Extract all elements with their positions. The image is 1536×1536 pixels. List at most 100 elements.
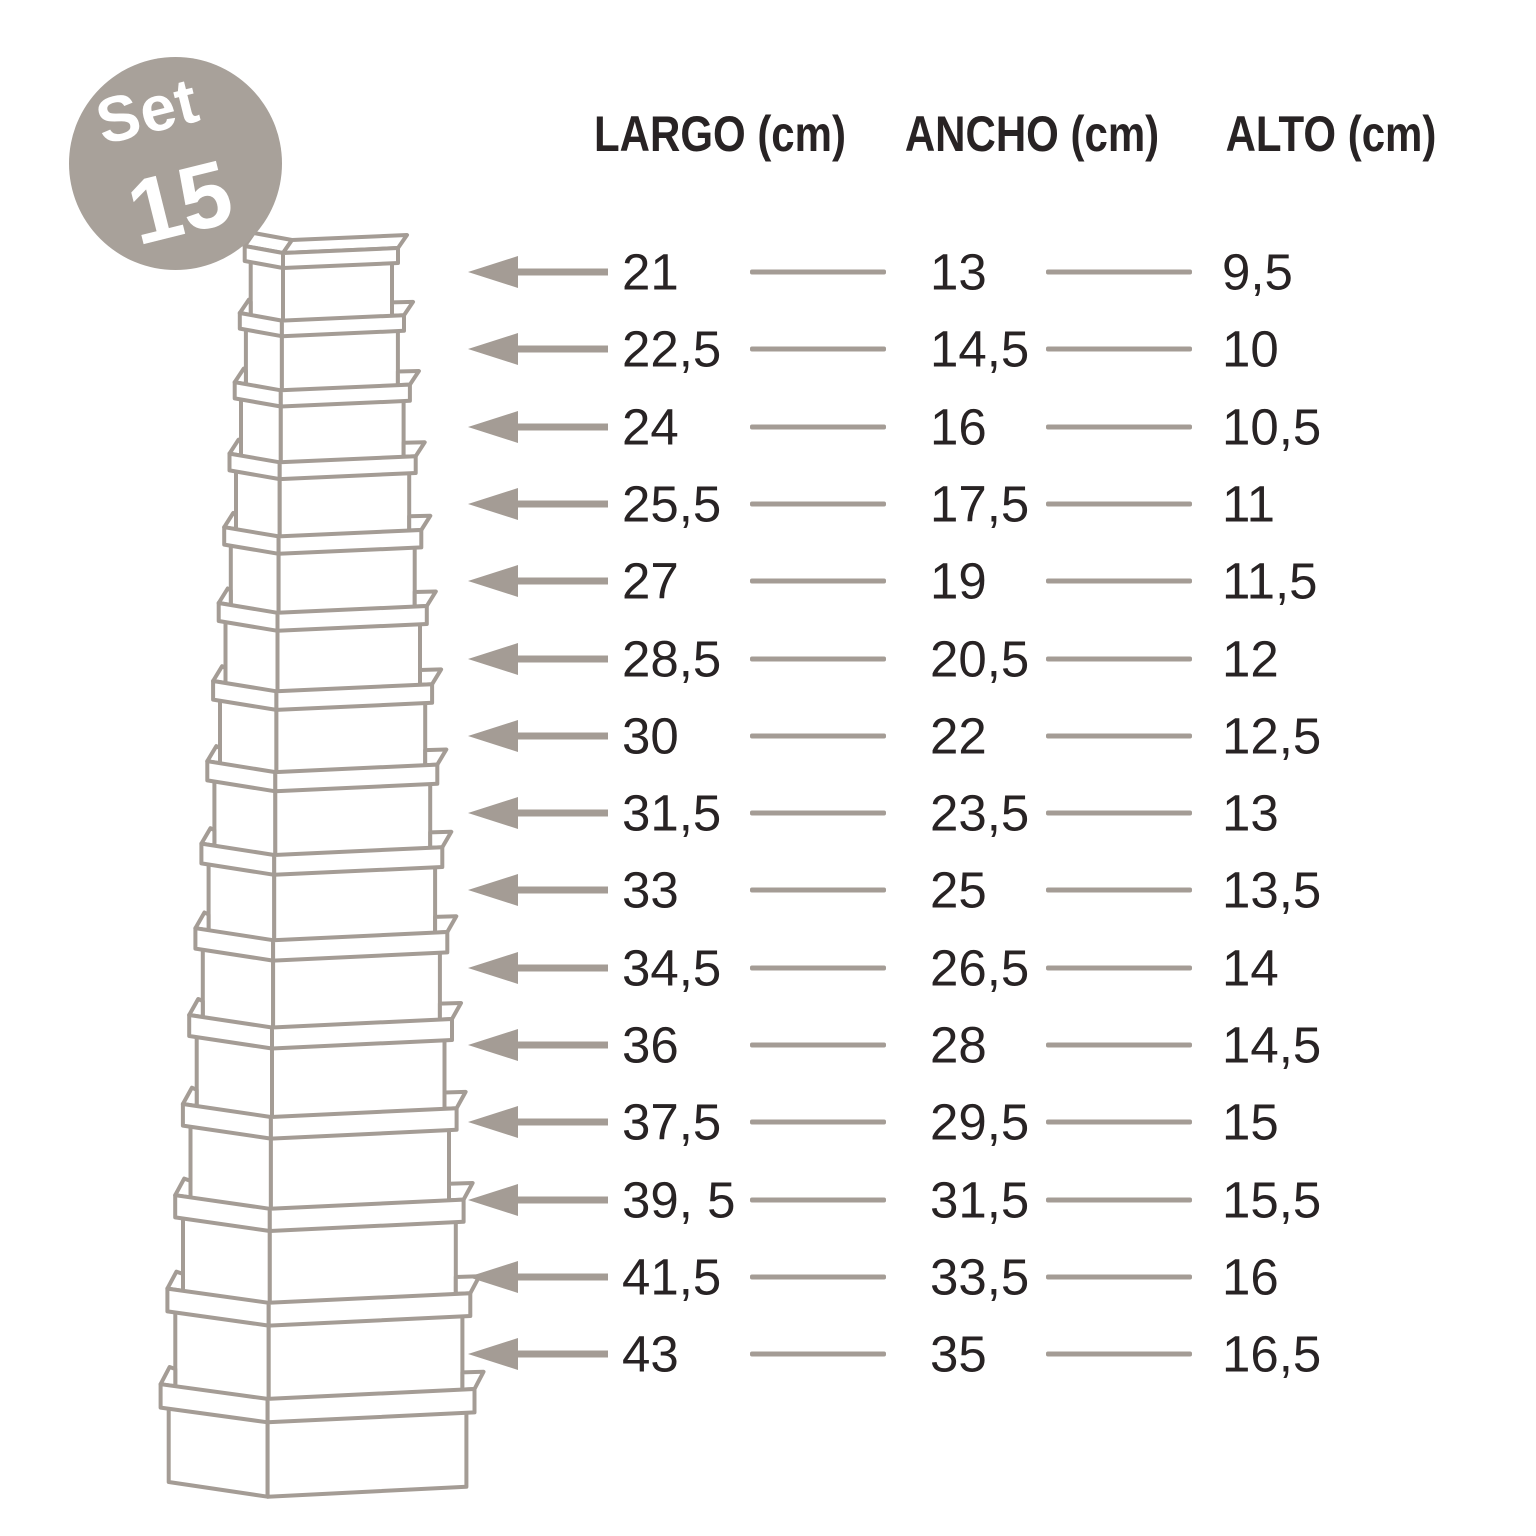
alto-value: 10,5 — [1222, 398, 1322, 456]
box-face — [275, 604, 429, 633]
separator-line — [750, 578, 886, 584]
largo-value: 31,5 — [622, 784, 722, 842]
ancho-value: 17,5 — [930, 475, 1030, 533]
ancho-value: 25 — [930, 861, 987, 919]
arrow-shaft — [502, 1273, 608, 1281]
separator-line — [750, 269, 886, 275]
box-face — [268, 1106, 459, 1141]
largo-value: 28,5 — [622, 630, 722, 687]
arrow-head — [468, 951, 518, 984]
arrow-shaft — [502, 655, 608, 662]
separator-line — [1046, 810, 1192, 816]
alto-value: 11,5 — [1222, 552, 1318, 610]
left-arrow-icon — [468, 697, 608, 775]
left-arrow-icon — [468, 465, 608, 543]
arrow-shaft — [502, 1196, 608, 1204]
alto-value: 11 — [1222, 475, 1275, 533]
arrow-shaft — [502, 268, 608, 276]
separator-line — [750, 810, 886, 816]
separator-line — [750, 1197, 886, 1203]
largo-value: 41,5 — [622, 1248, 722, 1306]
ancho-value: 16 — [930, 398, 987, 456]
separator-line — [1046, 269, 1192, 275]
largo-value: 34,5 — [622, 939, 722, 997]
arrow-shaft — [502, 1118, 608, 1126]
size-table-row: 33 25 13,5 — [0, 851, 1536, 929]
arrow-shaft — [502, 1041, 608, 1049]
largo-value: 25,5 — [622, 475, 722, 533]
size-table-row: 37,5 29,5 15 — [0, 1083, 1536, 1161]
alto-value: 14,5 — [1222, 1016, 1322, 1074]
separator-line — [1046, 346, 1192, 352]
separator-line — [750, 1274, 886, 1280]
box-face — [281, 246, 400, 270]
separator-line — [750, 501, 886, 507]
box-face — [266, 1291, 473, 1328]
largo-value: 22,5 — [622, 320, 722, 378]
arrow-shaft — [502, 809, 608, 817]
left-arrow-icon — [468, 1161, 608, 1239]
box-face — [273, 762, 440, 794]
arrow-head — [468, 1260, 518, 1293]
separator-line — [750, 1119, 886, 1125]
ancho-value: 22 — [930, 707, 987, 765]
largo-value: 21 — [622, 243, 679, 301]
arrow-head — [468, 333, 518, 366]
arrow-head — [468, 256, 518, 288]
left-arrow-icon — [468, 388, 608, 466]
arrow-shaft — [502, 732, 608, 740]
arrow-head — [468, 1338, 518, 1371]
arrow-head — [468, 487, 518, 520]
size-table-row: 27 19 11,5 — [0, 542, 1536, 620]
box-face — [274, 682, 435, 712]
ancho-value: 35 — [930, 1325, 987, 1383]
separator-line — [750, 733, 886, 739]
left-arrow-icon — [468, 310, 608, 388]
arrow-shaft — [502, 500, 608, 508]
set-badge: Set 15 — [69, 57, 282, 270]
size-table-row: 22,5 14,5 10 — [0, 310, 1536, 388]
arrow-head — [468, 1029, 518, 1061]
arrow-shaft — [502, 345, 608, 353]
ancho-value: 20,5 — [930, 630, 1030, 687]
alto-value: 13 — [1222, 784, 1279, 842]
arrow-head — [468, 719, 518, 752]
ancho-value: 33,5 — [930, 1248, 1030, 1306]
arrow-shaft — [502, 964, 608, 972]
left-arrow-icon — [468, 1238, 608, 1316]
largo-value: 37,5 — [622, 1093, 722, 1151]
separator-line — [1046, 501, 1192, 507]
separator-line — [750, 346, 886, 352]
separator-line — [1046, 656, 1192, 661]
arrow-shaft — [502, 1350, 608, 1358]
box-face — [267, 1197, 466, 1233]
ancho-value: 13 — [930, 243, 987, 301]
left-arrow-icon — [468, 774, 608, 852]
separator-line — [750, 1351, 886, 1357]
largo-value: 24 — [622, 398, 679, 456]
alto-value: 12 — [1222, 630, 1279, 687]
arrow-head — [468, 642, 518, 675]
left-arrow-icon — [468, 233, 608, 311]
largo-value: 33 — [622, 861, 679, 919]
box-face — [279, 313, 406, 339]
left-arrow-icon — [468, 1315, 608, 1393]
box-face — [278, 382, 412, 409]
ancho-value: 28 — [930, 1016, 987, 1074]
size-table-row: 36 28 14,5 — [0, 1006, 1536, 1084]
separator-line — [1046, 424, 1192, 430]
ancho-value: 29,5 — [930, 1093, 1030, 1151]
box-face — [272, 845, 445, 877]
left-arrow-icon — [468, 851, 608, 929]
separator-line — [1046, 1274, 1192, 1280]
largo-value: 30 — [622, 707, 679, 765]
largo-value: 43 — [622, 1325, 679, 1383]
separator-line — [1046, 1351, 1192, 1357]
alto-value: 9,5 — [1222, 243, 1293, 301]
box-face — [276, 528, 424, 556]
alto-value: 16 — [1222, 1248, 1279, 1306]
alto-value: 10 — [1222, 320, 1279, 378]
set-badge-word: Set — [88, 63, 206, 159]
